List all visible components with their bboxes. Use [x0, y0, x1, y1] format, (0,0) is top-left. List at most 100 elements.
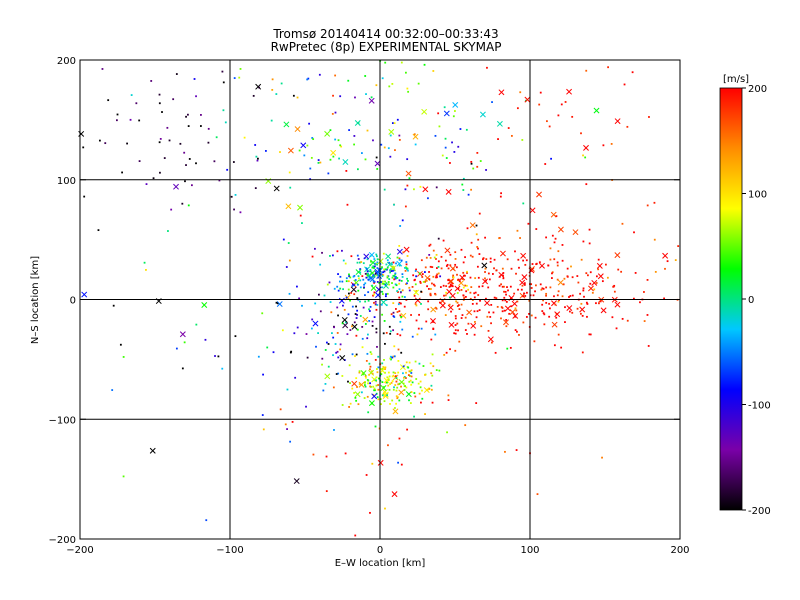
scatter-point-dot — [372, 265, 375, 268]
scatter-point-cross — [597, 273, 604, 280]
scatter-point-dot — [503, 309, 506, 312]
scatter-point-dot — [501, 307, 504, 309]
scatter-point-cross — [300, 142, 307, 149]
scatter-point-dot — [498, 284, 501, 287]
scatter-point-dot — [553, 344, 556, 347]
scatter-point-dot — [350, 255, 353, 258]
scatter-point-dot — [643, 320, 646, 322]
scatter-point-dot — [400, 279, 403, 282]
scatter-point-dot — [531, 263, 534, 265]
scatter-point-dot — [543, 323, 546, 326]
scatter-point-dot — [647, 345, 650, 347]
scatter-point-dot — [473, 310, 476, 313]
scatter-point-cross — [422, 186, 429, 193]
scatter-point-dot — [593, 288, 596, 291]
scatter-point-dot — [490, 303, 493, 306]
scatter-point-dot — [369, 365, 372, 368]
scatter-point-cross — [201, 302, 208, 308]
scatter-point-dot — [358, 383, 361, 386]
scatter-point-dot — [121, 171, 124, 174]
scatter-point-dot — [643, 291, 645, 293]
scatter-point-dot — [485, 297, 487, 300]
scatter-point-dot — [325, 341, 328, 344]
scatter-point-dot — [430, 288, 432, 290]
scatter-point-dot — [172, 98, 175, 101]
scatter-point-dot — [122, 475, 125, 478]
scatter-point-dot — [319, 263, 322, 266]
scatter-point-dot — [356, 297, 359, 300]
scatter-point-dot — [394, 283, 397, 286]
scatter-point-dot — [368, 373, 371, 376]
scatter-point-dot — [462, 286, 465, 289]
scatter-point-dot — [361, 326, 364, 328]
scatter-point-dot — [492, 311, 495, 314]
scatter-point-dot — [365, 276, 368, 279]
scatter-point-dot — [356, 386, 358, 388]
scatter-point-dot — [420, 290, 423, 293]
scatter-point-dot — [366, 337, 369, 340]
scatter-point-dot — [409, 370, 412, 373]
scatter-point-dot — [358, 261, 361, 264]
scatter-point-dot — [322, 389, 325, 392]
scatter-point-dot — [262, 428, 265, 431]
scatter-point-dot — [369, 305, 372, 308]
scatter-point-dot — [381, 293, 384, 295]
scatter-point-cross — [500, 250, 506, 257]
scatter-point-dot — [488, 311, 490, 314]
scatter-point-dot — [556, 278, 559, 281]
scatter-point-dot — [491, 101, 493, 103]
scatter-point-dot — [535, 284, 537, 287]
scatter-point-dot — [369, 351, 372, 354]
scatter-point-dot — [364, 282, 367, 285]
scatter-point-dot — [390, 313, 393, 316]
scatter-point-cross — [572, 229, 579, 236]
scatter-point-dot — [582, 287, 585, 290]
scatter-point-dot — [385, 263, 388, 266]
scatter-point-dot — [351, 325, 353, 328]
scatter-point-dot — [310, 327, 313, 330]
scatter-point-dot — [457, 278, 460, 281]
scatter-point-dot — [476, 310, 479, 313]
scatter-point-cross — [403, 246, 410, 253]
scatter-point-dot — [353, 391, 356, 394]
scatter-point-cross — [444, 247, 451, 254]
scatter-point-dot — [112, 304, 115, 307]
y-tick-label: −100 — [49, 415, 76, 426]
scatter-point-cross — [273, 185, 280, 192]
scatter-point-cross — [509, 309, 516, 315]
scatter-point-dot — [465, 128, 468, 131]
scatter-point-dot — [383, 367, 385, 369]
scatter-point-dot — [420, 303, 422, 305]
scatter-point-dot — [457, 287, 460, 290]
scatter-point-dot — [587, 274, 589, 277]
scatter-point-dot — [429, 362, 432, 365]
scatter-point-dot — [363, 283, 365, 286]
scatter-point-dot — [365, 376, 367, 379]
scatter-point-dot — [509, 346, 512, 349]
scatter-point-dot — [425, 320, 428, 323]
scatter-point-dot — [476, 265, 479, 268]
scatter-point-dot — [470, 162, 473, 165]
scatter-point-dot — [381, 280, 384, 283]
scatter-point-dot — [143, 261, 146, 264]
scatter-point-dot — [631, 71, 634, 74]
scatter-point-cross — [446, 288, 453, 295]
scatter-point-dot — [381, 362, 384, 365]
scatter-point-dot — [477, 247, 479, 250]
scatter-point-dot — [508, 312, 511, 315]
scatter-point-dot — [398, 310, 401, 313]
scatter-point-dot — [400, 385, 402, 388]
scatter-point-dot — [589, 282, 592, 285]
scatter-point-dot — [615, 327, 618, 330]
scatter-point-dot — [571, 311, 574, 314]
scatter-point-dot — [401, 295, 404, 298]
scatter-point-dot — [463, 297, 466, 299]
scatter-point-cross — [449, 265, 456, 272]
scatter-point-dot — [424, 413, 426, 415]
scatter-point-dot — [461, 278, 464, 281]
scatter-point-dot — [364, 384, 366, 386]
scatter-point-dot — [384, 507, 386, 510]
scatter-point-dot — [294, 376, 297, 379]
scatter-point-dot — [261, 414, 264, 416]
scatter-point-cross — [338, 297, 345, 304]
